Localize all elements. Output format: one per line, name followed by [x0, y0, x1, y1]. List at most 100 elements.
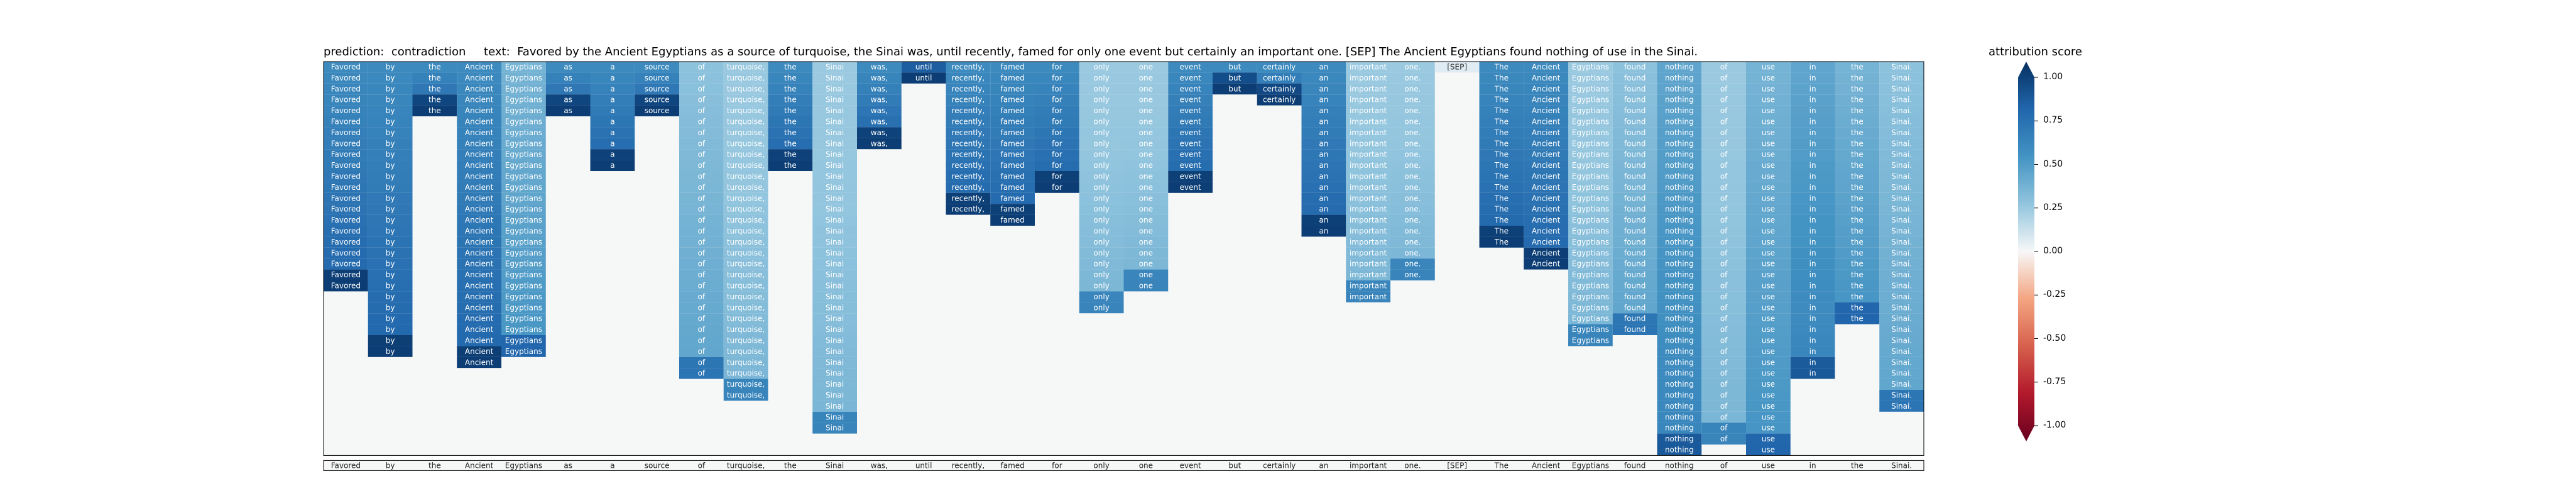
x-tick-label: Sinai	[826, 461, 844, 470]
heatmap-cell	[590, 105, 635, 116]
heatmap-cell	[1701, 401, 1746, 412]
heatmap-cell	[812, 62, 857, 73]
heatmap-cell-token: Favored	[331, 194, 361, 202]
heatmap-cell-token: one	[1139, 150, 1153, 159]
heatmap-cell	[1879, 204, 1924, 215]
heatmap-cell	[1612, 236, 1657, 248]
heatmap-cell	[1524, 204, 1568, 215]
heatmap-cell-token: of	[1720, 248, 1728, 257]
heatmap-cell-token: an	[1319, 118, 1328, 126]
heatmap-cell	[1835, 62, 1880, 73]
heatmap-cell-token: Ancient	[465, 194, 494, 202]
heatmap-cell	[1346, 204, 1390, 215]
heatmap-cell-token: Egyptians	[505, 227, 542, 236]
heatmap-cell-token: nothing	[1665, 84, 1694, 93]
heatmap-cell	[1657, 258, 1702, 270]
heatmap-cell-token: Egyptians	[1572, 248, 1609, 257]
heatmap-cell-token: found	[1624, 128, 1645, 137]
heatmap-cell-token: the	[1851, 183, 1864, 192]
heatmap-cell-token: in	[1809, 194, 1816, 202]
heatmap-cell-token: nothing	[1665, 227, 1694, 236]
heatmap-cell	[1790, 258, 1835, 270]
heatmap-cell-token: by	[386, 248, 395, 257]
heatmap-cell	[412, 62, 457, 73]
heatmap-cell-token: nothing	[1665, 106, 1694, 115]
heatmap-cell-token: the	[1851, 282, 1864, 290]
heatmap-cell-token: for	[1052, 161, 1062, 170]
heatmap-cell	[1079, 226, 1124, 237]
heatmap-cell	[1346, 182, 1390, 193]
heatmap-cell	[679, 116, 724, 128]
heatmap-cell-token: Egyptians	[1572, 161, 1609, 170]
heatmap-cell	[1079, 138, 1124, 150]
heatmap-cell-token: Ancient	[1532, 74, 1561, 82]
heatmap-cell	[723, 269, 768, 280]
heatmap-cell-token: recently,	[952, 139, 985, 148]
heatmap-cell	[501, 324, 546, 335]
heatmap-cell-token: recently,	[952, 118, 985, 126]
heatmap-cell-token: the	[784, 150, 797, 159]
heatmap-cell	[1657, 83, 1702, 95]
heatmap-cell-token: certainly	[1263, 63, 1296, 72]
heatmap-cell-token: important	[1350, 183, 1387, 192]
heatmap-cell-token: Sinai	[826, 238, 844, 246]
heatmap-cell	[1657, 269, 1702, 280]
heatmap-cell-token: turquoise,	[727, 172, 765, 181]
heatmap-cell	[1568, 72, 1613, 84]
heatmap-cell	[857, 72, 902, 84]
heatmap-cell-token: found	[1624, 161, 1645, 170]
heatmap-cell-token: use	[1762, 446, 1775, 455]
heatmap-cell	[1079, 62, 1124, 73]
heatmap-cell-token: Sinai	[826, 150, 844, 159]
heatmap-cell-token: as	[564, 84, 572, 93]
heatmap-cell	[324, 204, 368, 215]
heatmap-cell-token: one	[1139, 74, 1153, 82]
heatmap-cell	[324, 62, 368, 73]
heatmap-cell	[368, 160, 413, 171]
heatmap-cell-token: Sinai.	[1891, 358, 1912, 367]
heatmap-cell	[723, 204, 768, 215]
heatmap-cell-token: Ancient	[1532, 106, 1561, 115]
heatmap-cell-token: the	[784, 96, 797, 104]
heatmap-cell	[1657, 423, 1702, 434]
heatmap-cell	[1746, 236, 1791, 248]
heatmap-cell	[1301, 182, 1346, 193]
heatmap-cell-token: Egyptians	[1572, 282, 1609, 290]
heatmap-cell-token: Egyptians	[1572, 118, 1609, 126]
heatmap-cell	[501, 269, 546, 280]
heatmap-cell	[723, 236, 768, 248]
heatmap-cell-token: for	[1052, 74, 1062, 82]
heatmap-cell-token: nothing	[1665, 369, 1694, 378]
heatmap-cell	[501, 138, 546, 150]
prediction-label: prediction:	[324, 45, 385, 58]
colorbar-tick-label: -0.25	[2043, 289, 2066, 300]
heatmap-cell-token: of	[698, 282, 706, 290]
token-axis-box	[323, 460, 1924, 471]
x-tick-label: Egyptians	[1572, 461, 1609, 470]
heatmap-cell	[1568, 236, 1613, 248]
heatmap-cell-token: recently,	[952, 194, 985, 202]
heatmap-cell-token: was,	[871, 106, 888, 115]
heatmap-cell	[1079, 192, 1124, 204]
heatmap-cell	[1123, 214, 1169, 226]
heatmap-cell-token: Egyptians	[505, 314, 542, 323]
heatmap-cell-token: Ancient	[465, 303, 494, 312]
heatmap-cell	[1301, 105, 1346, 116]
heatmap-cell	[368, 116, 413, 128]
heatmap-cell-token: Favored	[331, 248, 361, 257]
heatmap-cell	[1168, 105, 1213, 116]
heatmap-cell	[1657, 236, 1702, 248]
heatmap-cell-token: Sinai	[826, 402, 844, 411]
heatmap-cell-token: only	[1093, 161, 1109, 170]
heatmap-cell	[857, 138, 902, 150]
heatmap-cell	[1879, 346, 1924, 357]
heatmap-cell-token: Egyptians	[505, 118, 542, 126]
heatmap-cell	[1123, 171, 1169, 182]
heatmap-cell-token: Ancient	[465, 347, 494, 356]
heatmap-cell	[946, 171, 991, 182]
heatmap-cell	[723, 357, 768, 368]
heatmap-cell-token: source	[645, 84, 670, 93]
heatmap-cell-token: use	[1762, 424, 1775, 433]
heatmap-cell-token: was,	[871, 139, 888, 148]
heatmap-cell	[1746, 313, 1791, 324]
